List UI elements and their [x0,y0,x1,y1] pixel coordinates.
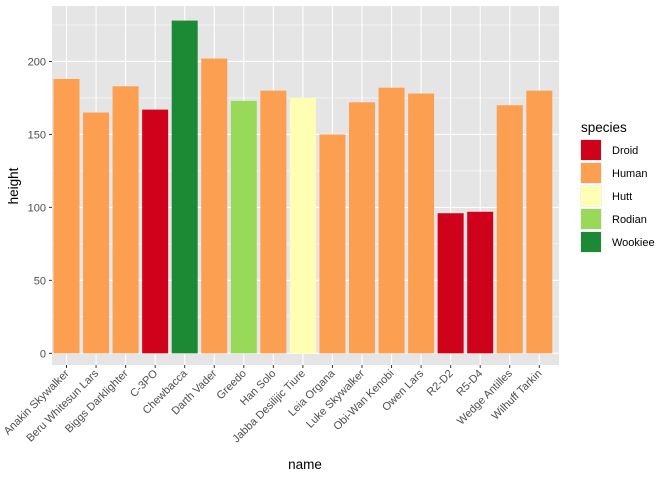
bar-r2-d2 [437,213,464,354]
legend-swatch-hutt [581,186,601,206]
legend-label-wookiee: Wookiee [612,237,655,249]
bar-obi-wan-kenobi [378,87,405,354]
bar-wedge-antilles [496,105,523,354]
bar-r5-d4 [467,211,494,354]
y-axis-title: height [6,167,21,204]
bar-chewbacca [171,20,198,354]
legend-title: species [581,120,627,135]
legend-swatch-rodian [581,209,601,229]
y-axis: 0 50 100 150 200 [28,56,52,360]
bar-owen-lars [408,93,435,354]
bar-luke-skywalker [349,102,375,354]
bar-leia-organa [319,134,346,354]
legend: species Droid Human Hutt Rodian Wookiee [580,120,655,253]
bar-darth-vader [201,58,228,354]
legend-label-hutt: Hutt [612,191,632,203]
bar-jabba-desilijic-tiure [289,97,316,354]
legend-label-rodian: Rodian [612,214,647,226]
legend-swatch-human [581,163,601,183]
y-tick-label: 100 [28,202,46,214]
y-tick-label: 200 [28,56,46,68]
legend-swatch-droid [581,140,601,160]
y-tick-label: 50 [34,275,46,287]
x-tick-label: R2-D2 [425,368,456,399]
bar-greedo [230,100,257,354]
legend-label-droid: Droid [612,145,638,157]
bar-anakin-skywalker [53,78,80,354]
bar-c-3po [142,109,169,354]
x-axis-title: name [288,457,322,472]
bar-beru-whitesun-lars [83,112,110,354]
legend-label-human: Human [612,168,647,180]
bar-han-solo [260,90,287,354]
bar-biggs-darklighter [112,86,139,354]
legend-swatch-wookiee [581,232,601,252]
bar-wilhuff-tarkin [526,90,553,354]
bars [53,20,553,354]
y-tick-label: 0 [40,348,46,360]
y-tick-label: 150 [28,129,46,141]
